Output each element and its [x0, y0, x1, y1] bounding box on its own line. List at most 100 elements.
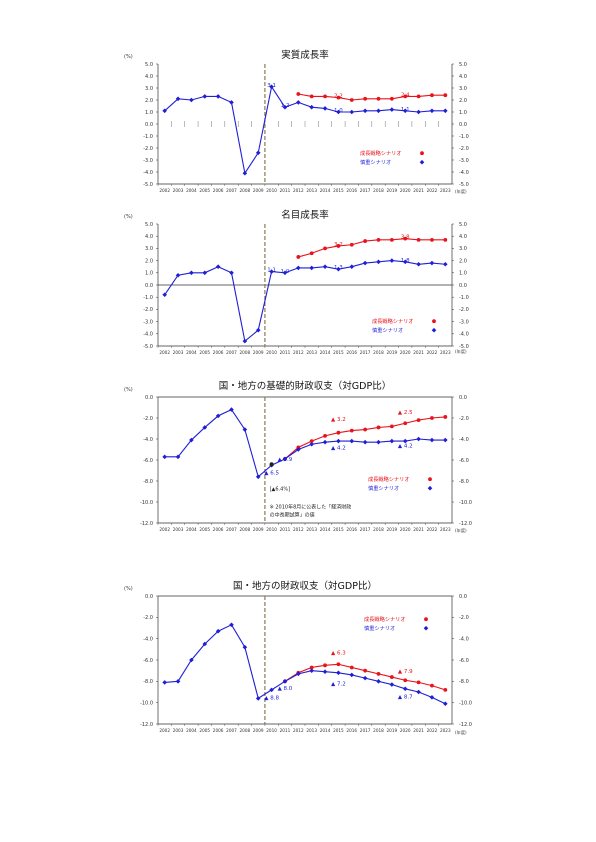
x-tick-label: 2022: [427, 527, 438, 532]
x-tick-label: 2022: [427, 728, 438, 733]
x-tick-label: 2003: [173, 527, 184, 532]
x-tick-label: 2016: [346, 350, 357, 355]
x-tick-label: 2019: [387, 728, 398, 733]
data-point-diamond: [175, 272, 181, 278]
data-point-diamond: [215, 628, 221, 634]
data-point-diamond: [215, 94, 221, 99]
legend-circle: [432, 319, 436, 324]
x-tick-label: 2012: [293, 350, 304, 355]
x-tick-label: 2004: [186, 527, 197, 532]
y-tick-label: 2.0: [145, 258, 153, 264]
x-tick-label: 2022: [427, 188, 438, 193]
data-point-diamond: [255, 474, 261, 480]
data-point-circle: [309, 439, 314, 443]
x-tick-label: 2011: [280, 350, 291, 355]
chart-title: 名目成長率: [281, 209, 329, 221]
data-point-circle: [389, 675, 394, 679]
x-tick-label: 2010: [266, 527, 277, 532]
data-point-diamond: [162, 454, 167, 460]
y-tick-label-right: -4.0: [459, 332, 469, 338]
data-point-diamond: [349, 109, 355, 115]
x-tick-label: 2011: [280, 527, 291, 532]
data-point-diamond: [309, 104, 314, 110]
y-tick-label-right: -6.0: [459, 658, 469, 664]
y-tick-label-right: -1.0: [459, 295, 469, 301]
x-tick-label: 2006: [213, 188, 224, 193]
x-tick-label: 2005: [199, 188, 210, 193]
legend-label: 成長戦略シナリオ: [372, 317, 414, 325]
legend-diamond: [423, 625, 429, 631]
data-point-diamond: [416, 436, 421, 442]
x-tick-label: 2017: [360, 350, 371, 355]
data-label: ▲ 8.8: [264, 695, 279, 701]
data-point-diamond: [349, 672, 355, 678]
y-tick-label: -3.0: [143, 319, 153, 325]
y-tick-label: -6.0: [143, 458, 153, 464]
x-tick-label: 2016: [346, 728, 357, 733]
data-point-circle: [323, 246, 327, 251]
data-point-diamond: [389, 438, 395, 444]
y-tick-label-right: 0.0: [459, 594, 467, 600]
y-unit-label: (%): [124, 214, 133, 220]
y-tick-label-right: -12.0: [459, 521, 472, 527]
legend-label: 慎重シナリオ: [372, 326, 403, 334]
x-tick-label: 2006: [213, 728, 224, 733]
data-point-diamond: [362, 439, 368, 445]
data-point-diamond: [443, 437, 448, 443]
y-tick-label-right: 4.0: [459, 74, 467, 80]
data-point-circle: [403, 678, 408, 683]
x-tick-label: 2022: [427, 350, 438, 355]
y-tick-label-right: -5.0: [459, 344, 469, 350]
data-point-diamond: [443, 261, 448, 267]
data-point-circle: [323, 94, 327, 99]
data-point-circle: [363, 668, 368, 673]
y-tick-label-right: -6.0: [459, 458, 469, 464]
series-line: [284, 416, 446, 460]
y-tick-label-right: -10.0: [459, 500, 472, 506]
note-text: ※ 2010年8月に公表した「経済財政: [270, 503, 352, 510]
x-tick-label: 2023: [440, 350, 451, 355]
data-point-circle: [403, 236, 408, 241]
x-tick-label: 2008: [240, 350, 251, 355]
data-point-circle: [336, 95, 341, 100]
data-point-diamond: [162, 680, 167, 685]
x-tick-label: 2019: [387, 350, 398, 355]
data-label: ▲ 4.2: [331, 446, 346, 452]
legend-diamond: [431, 327, 437, 333]
data-point-diamond: [336, 109, 341, 115]
y-tick-label: -1.0: [143, 134, 153, 140]
data-point-diamond: [443, 108, 448, 114]
x-tick-label: 2002: [159, 527, 170, 532]
x-unit-label: (年度): [455, 527, 467, 534]
data-point-diamond: [309, 441, 314, 447]
series-line: [164, 408, 446, 478]
data-point-diamond: [162, 292, 167, 298]
legend-label: 慎重シナリオ: [360, 158, 391, 166]
note-text: [▲6.4%]: [270, 486, 290, 492]
y-tick-label-right: 4.0: [459, 234, 467, 240]
legend-label: 慎重シナリオ: [368, 484, 399, 492]
data-label: ▲ 7.2: [331, 682, 346, 688]
data-label: 1.3: [334, 265, 343, 271]
y-unit-label: (%): [124, 586, 133, 592]
data-point-diamond: [416, 109, 421, 115]
legend-label: 成長戦略シナリオ: [368, 475, 410, 483]
chart-3: 国・地方の基礎的財政収支（対GDP比） (%) 0.0 0.0 -2.0 -2.0 -4.0…: [124, 380, 472, 534]
series-line: [298, 238, 446, 258]
data-point-diamond: [242, 427, 248, 432]
x-tick-label: 2006: [213, 527, 224, 532]
data-point-circle: [443, 415, 448, 419]
y-tick-label: 5.0: [145, 222, 153, 228]
x-tick-label: 2019: [387, 188, 398, 193]
data-point-diamond: [202, 270, 208, 276]
y-tick-label-right: 3.0: [459, 246, 467, 252]
legend-circle: [420, 151, 424, 156]
data-point-circle: [323, 433, 327, 438]
data-point-circle: [389, 96, 394, 101]
y-tick-label: -4.0: [143, 437, 153, 443]
data-point-diamond: [336, 670, 341, 676]
data-point-diamond: [296, 671, 301, 677]
x-tick-label: 2009: [253, 728, 264, 733]
data-point-diamond: [322, 106, 328, 111]
data-point-diamond: [229, 100, 234, 105]
